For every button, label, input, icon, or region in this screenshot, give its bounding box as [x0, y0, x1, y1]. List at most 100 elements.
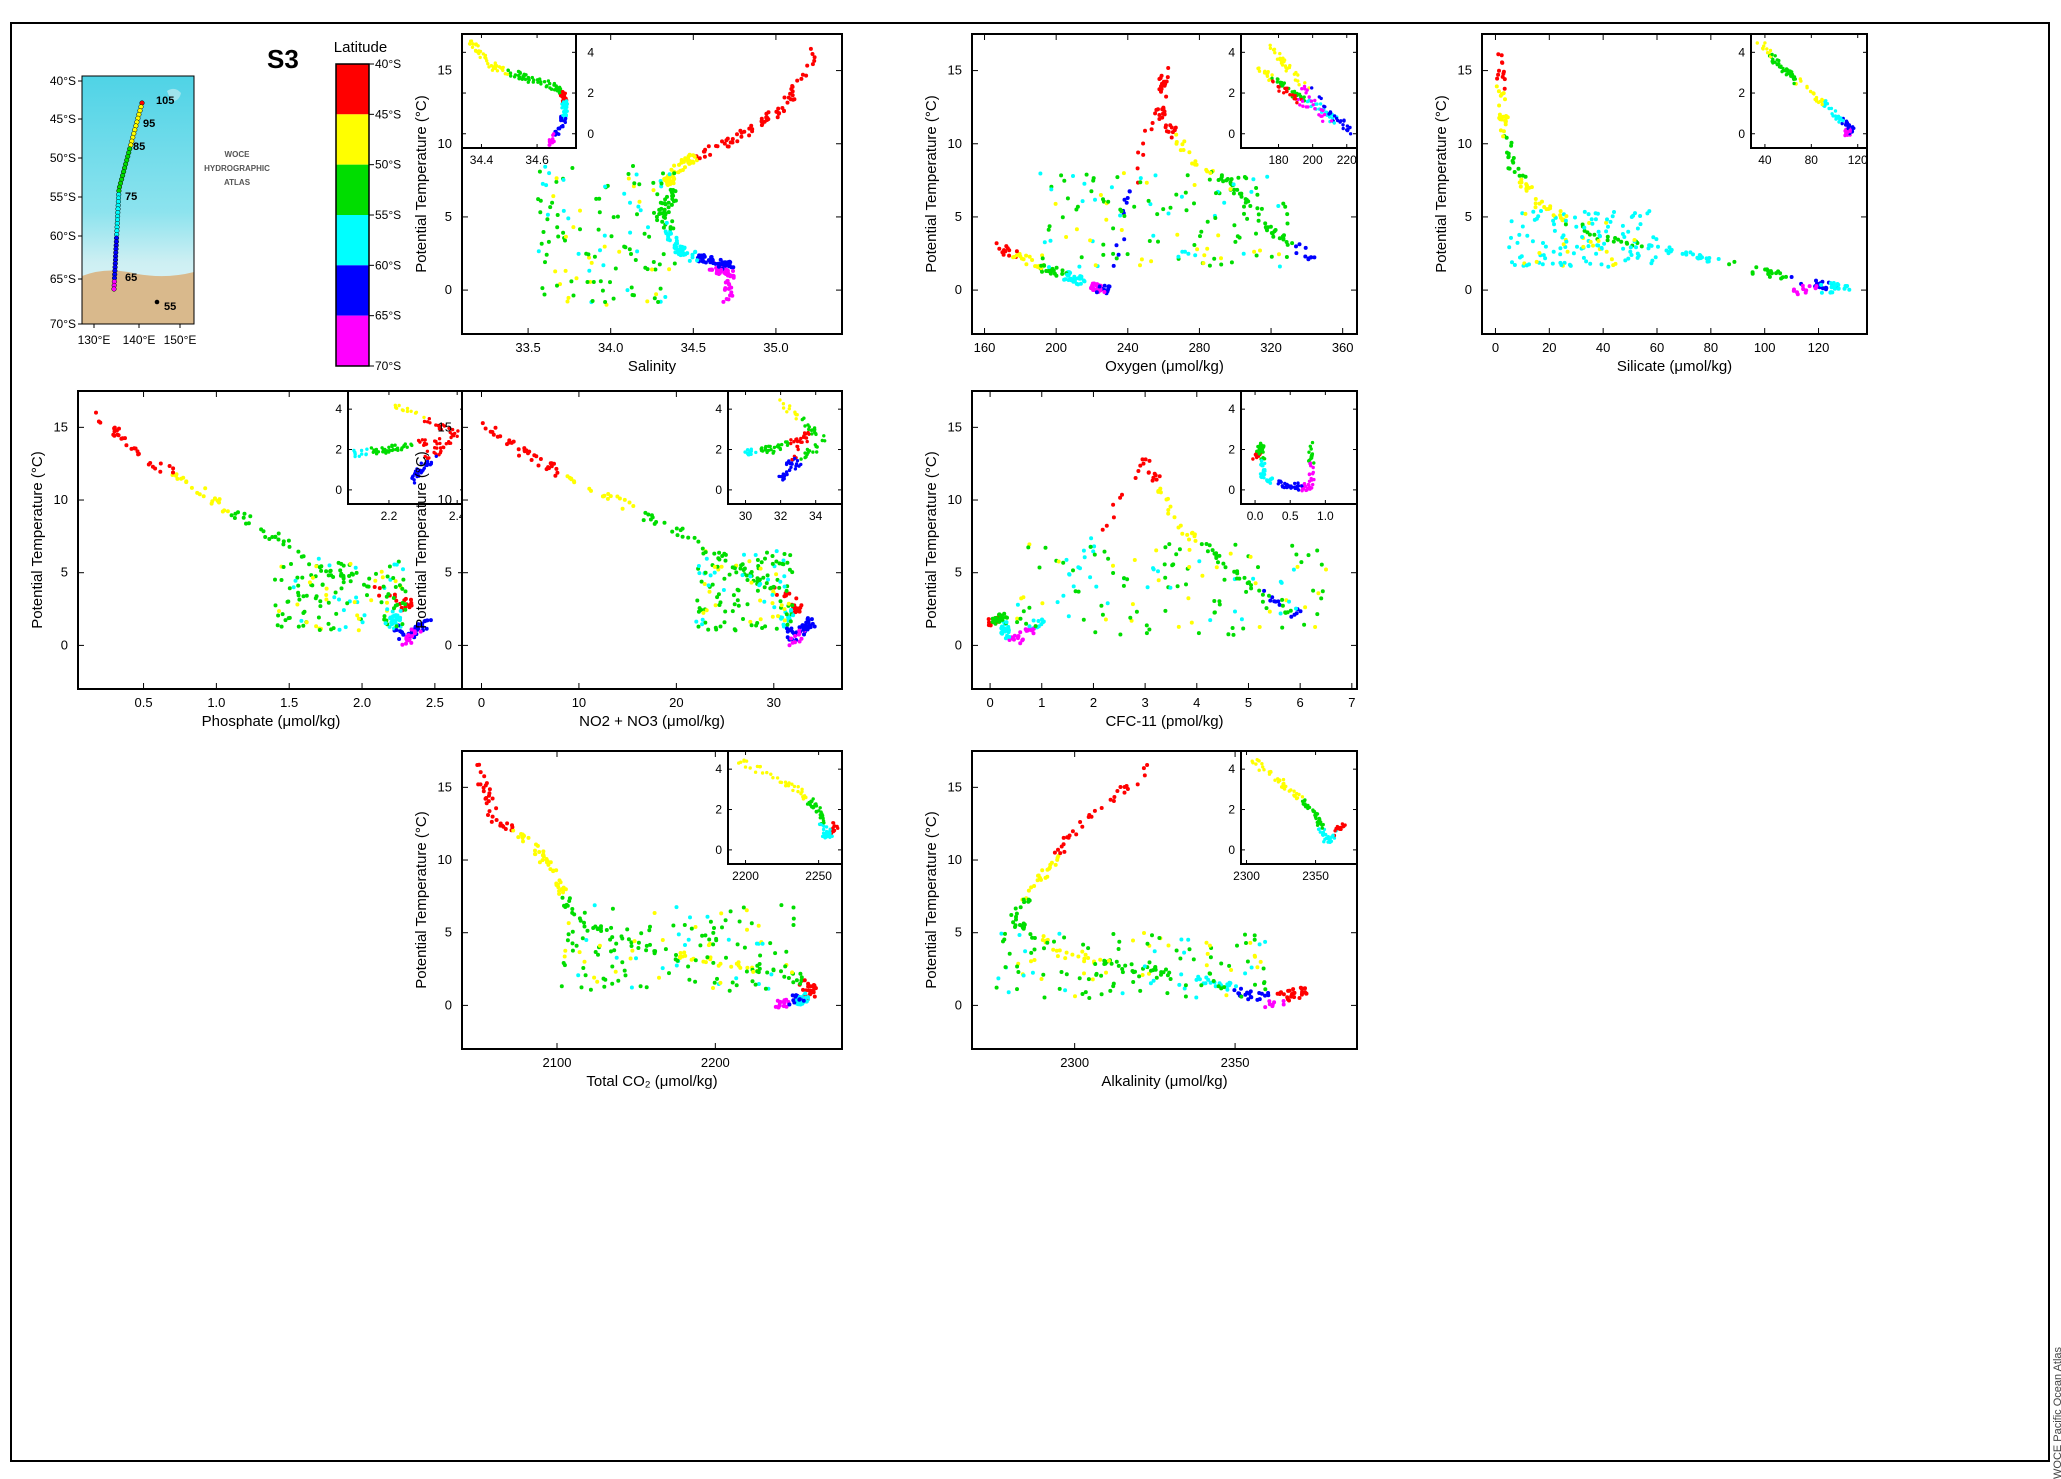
data-point	[1281, 1002, 1286, 1007]
data-point	[1500, 60, 1505, 65]
data-point	[1166, 496, 1170, 501]
data-point	[1124, 200, 1129, 205]
data-point	[533, 852, 538, 857]
data-point	[481, 789, 486, 794]
data-point	[1639, 244, 1644, 249]
data-point	[609, 949, 613, 954]
data-point	[1498, 114, 1503, 119]
data-point	[742, 552, 746, 557]
data-point	[1531, 209, 1536, 214]
data-point	[1788, 72, 1792, 76]
data-point	[711, 930, 716, 935]
data-point	[748, 619, 753, 624]
data-point	[1564, 214, 1569, 219]
data-point	[1166, 211, 1171, 216]
data-point	[1067, 572, 1072, 577]
x-axis-label: Silicate (μmol/kg)	[1617, 358, 1732, 375]
data-point	[300, 575, 305, 580]
data-point	[764, 111, 769, 116]
data-point	[1056, 847, 1060, 852]
data-point	[229, 513, 234, 518]
data-point	[651, 260, 656, 264]
data-point	[786, 976, 791, 980]
data-point	[790, 782, 794, 786]
data-point	[782, 574, 787, 579]
data-point	[1045, 940, 1050, 945]
data-point	[665, 182, 670, 186]
data-point	[423, 454, 427, 459]
data-point	[631, 504, 636, 508]
data-point	[1021, 609, 1026, 614]
data-point	[570, 941, 575, 946]
data-point	[1303, 605, 1308, 610]
data-point	[1302, 622, 1307, 627]
data-point	[644, 948, 649, 953]
data-point	[1263, 221, 1268, 226]
data-point	[327, 563, 332, 568]
data-point	[1153, 111, 1158, 116]
data-point	[1013, 923, 1018, 928]
data-point	[1268, 481, 1273, 485]
data-point	[476, 782, 481, 787]
data-point	[1345, 124, 1350, 128]
data-point	[1754, 265, 1759, 270]
x-tick-label: 34.0	[598, 340, 623, 355]
data-point	[807, 427, 811, 432]
data-point	[1076, 565, 1081, 570]
data-point	[706, 144, 711, 149]
data-point	[1309, 447, 1313, 451]
data-point	[380, 446, 384, 450]
data-point	[776, 111, 781, 116]
data-point	[1635, 226, 1640, 231]
data-point	[1604, 229, 1609, 234]
data-point	[800, 72, 805, 77]
data-point	[1288, 93, 1292, 97]
data-point	[1838, 116, 1842, 120]
data-point	[1154, 548, 1159, 553]
data-point	[422, 415, 426, 420]
data-point	[672, 171, 677, 176]
data-point	[591, 280, 596, 284]
data-point	[615, 214, 620, 219]
data-point	[701, 551, 706, 556]
data-point	[571, 293, 576, 298]
atlas-watermark: ATLAS	[224, 178, 251, 187]
data-point	[1613, 236, 1618, 240]
data-point	[1277, 602, 1282, 607]
data-point	[994, 241, 999, 246]
data-point	[730, 980, 735, 985]
data-point	[1308, 487, 1312, 491]
data-point	[708, 955, 713, 960]
data-point	[1282, 787, 1287, 791]
data-point	[553, 269, 558, 274]
data-point	[778, 599, 783, 604]
data-point	[683, 165, 687, 170]
data-point	[1311, 588, 1316, 593]
data-point	[823, 439, 827, 443]
data-point	[1236, 175, 1241, 180]
data-point	[1094, 972, 1099, 977]
colorbar-label: 50°S	[375, 158, 401, 172]
x-tick-label: 320	[1260, 340, 1282, 355]
data-point	[1064, 972, 1069, 977]
data-point	[1267, 593, 1271, 598]
data-point	[611, 215, 616, 220]
data-point	[1100, 527, 1105, 532]
x-axis-label: Phosphate (μmol/kg)	[202, 713, 341, 730]
data-point	[622, 968, 627, 973]
data-point	[644, 985, 649, 990]
data-point	[276, 613, 281, 618]
data-point	[1027, 254, 1032, 259]
data-point	[490, 68, 495, 72]
data-point	[765, 770, 769, 775]
data-point	[1183, 994, 1188, 999]
data-point	[524, 448, 529, 453]
data-point	[661, 171, 665, 176]
data-point	[1040, 938, 1045, 942]
data-point	[697, 571, 702, 576]
data-point	[380, 575, 385, 580]
data-point	[781, 1004, 786, 1009]
data-point	[1346, 127, 1350, 132]
data-point	[1646, 246, 1651, 251]
